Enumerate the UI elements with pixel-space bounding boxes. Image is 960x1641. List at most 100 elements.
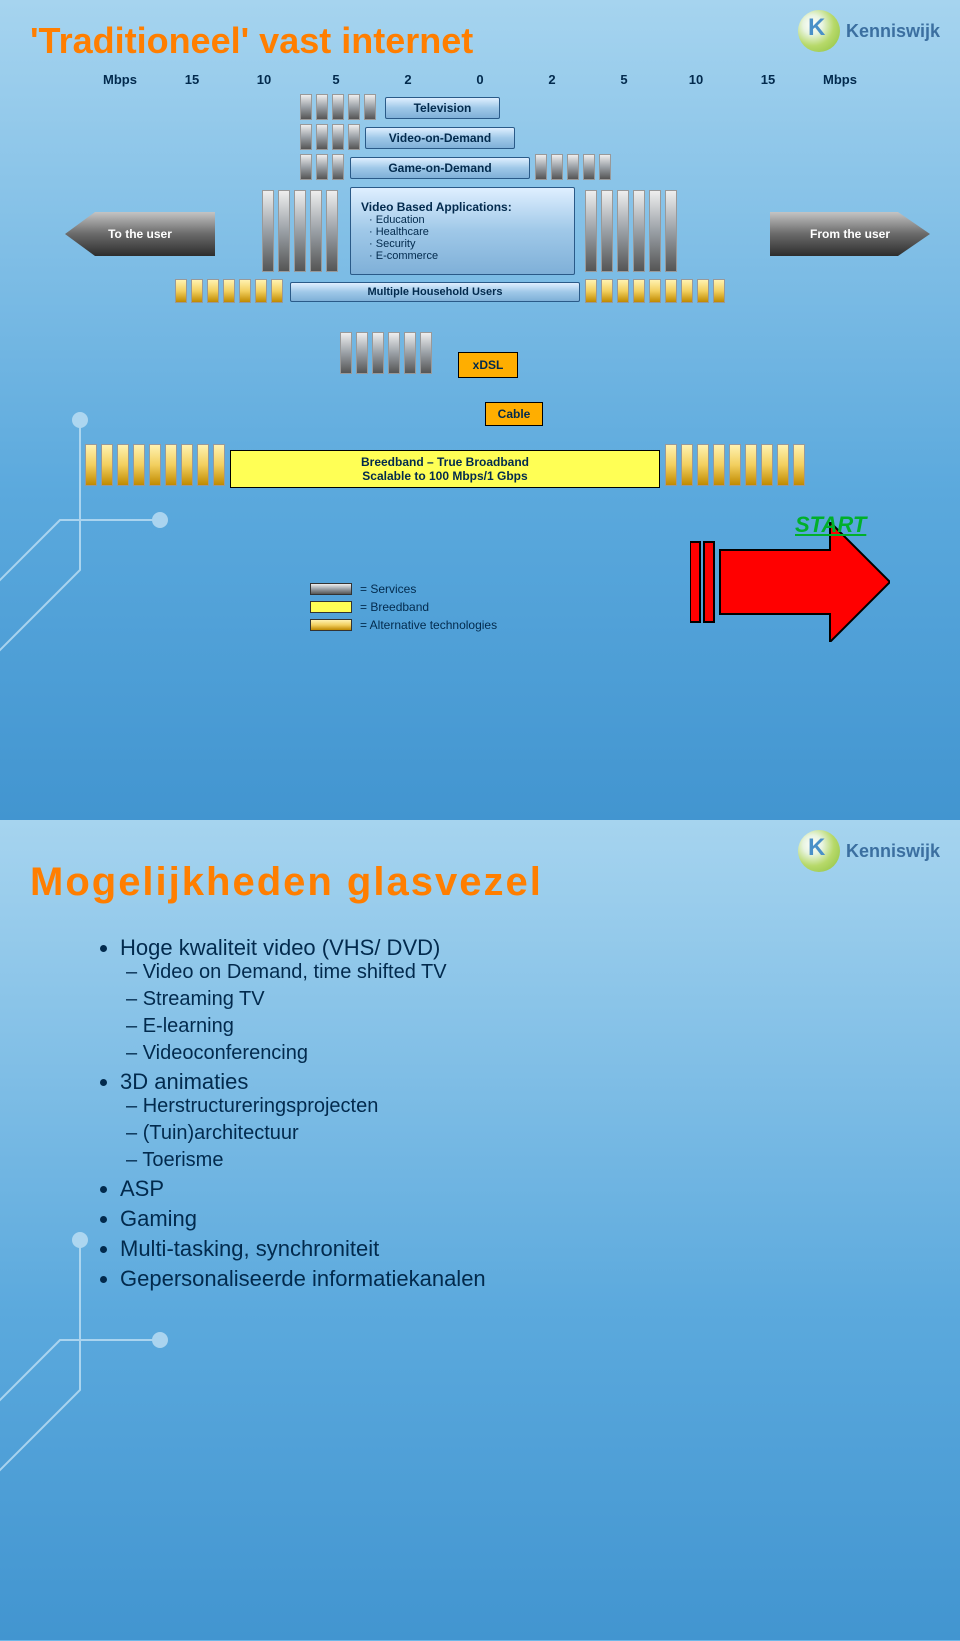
s2-item-label: Multi-tasking, synchroniteit <box>120 1236 379 1261</box>
bar-group <box>300 154 344 180</box>
bar <box>326 190 338 272</box>
slide2-title: Mogelijkheden glasvezel <box>30 860 930 905</box>
label-xdsl: xDSL <box>473 358 504 372</box>
legend-alt-label: = Alternative technologies <box>360 618 497 632</box>
bar <box>133 444 145 486</box>
bar <box>255 279 267 303</box>
bar <box>372 332 384 374</box>
bar <box>420 332 432 374</box>
bar <box>332 154 344 180</box>
slide-traditioneel: Kenniswijk 'Traditioneel' vast internet … <box>0 0 960 820</box>
bar <box>745 444 757 486</box>
label-vod: Video-on-Demand <box>376 131 504 145</box>
legend-breedband-label: = Breedband <box>360 600 429 614</box>
bar <box>729 444 741 486</box>
axis-label: 15 <box>175 72 209 87</box>
bar <box>665 444 677 486</box>
bar-group <box>585 279 725 303</box>
bar <box>761 444 773 486</box>
bar <box>681 279 693 303</box>
s2-sublist: Video on Demand, time shifted TVStreamin… <box>126 961 930 1065</box>
vba-item: E-commerce <box>369 250 564 262</box>
bar <box>348 94 360 120</box>
axis-label: 5 <box>607 72 641 87</box>
axis-label: 0 <box>463 72 497 87</box>
bar <box>535 154 547 180</box>
legend-breedband: = Breedband <box>310 600 497 614</box>
start-label: START <box>795 512 866 538</box>
block-breedband: Breedband – True Broadband Scalable to 1… <box>230 450 660 488</box>
bar <box>567 154 579 180</box>
bar <box>649 190 661 272</box>
s2-subitem: Herstructureringsprojecten <box>126 1095 930 1118</box>
bar <box>316 124 328 150</box>
block-cable: Cable <box>485 402 543 426</box>
bar <box>356 332 368 374</box>
bar-group <box>300 94 376 120</box>
swatch-breedband <box>310 601 352 613</box>
bar-group <box>85 444 225 486</box>
bar <box>101 444 113 486</box>
block-god: Game-on-Demand <box>350 157 530 179</box>
bar <box>165 444 177 486</box>
bar <box>348 124 360 150</box>
s2-subitem: Videoconferencing <box>126 1042 930 1065</box>
s2-sublist: Herstructureringsprojecten (Tuin)architec… <box>126 1095 930 1172</box>
bar <box>388 332 400 374</box>
bar <box>551 154 563 180</box>
bar <box>404 332 416 374</box>
bar <box>585 190 597 272</box>
block-vod: Video-on-Demand <box>365 127 515 149</box>
bar <box>213 444 225 486</box>
bar <box>197 444 209 486</box>
vba-item: Security <box>369 238 564 250</box>
bar <box>665 190 677 272</box>
bar <box>665 279 677 303</box>
s2-item-label: Hoge kwaliteit video (VHS/ DVD) <box>120 935 440 960</box>
bar <box>300 94 312 120</box>
bar <box>681 444 693 486</box>
bar <box>239 279 251 303</box>
bar <box>181 444 193 486</box>
slide-glasvezel: Kenniswijk Mogelijkheden glasvezel Hoge … <box>0 820 960 1640</box>
label-household: Multiple Household Users <box>301 286 569 298</box>
bar-group <box>535 154 611 180</box>
bar <box>294 190 306 272</box>
vba-list: EducationHealthcareSecurityE-commerce <box>369 214 564 262</box>
bar <box>340 332 352 374</box>
bar <box>364 94 376 120</box>
bar <box>223 279 235 303</box>
bar <box>149 444 161 486</box>
legend-alt: = Alternative technologies <box>310 618 497 632</box>
swatch-alt <box>310 619 352 631</box>
label-television: Television <box>396 101 489 115</box>
s2-item-label: 3D animaties <box>120 1069 248 1094</box>
s2-item-label: Gaming <box>120 1206 197 1231</box>
bar <box>585 279 597 303</box>
s2-item: Hoge kwaliteit video (VHS/ DVD)Video on … <box>120 935 930 1065</box>
bar <box>316 154 328 180</box>
bar-group <box>262 190 338 272</box>
bar <box>271 279 283 303</box>
bar <box>713 279 725 303</box>
breed-line2: Scalable to 100 Mbps/1 Gbps <box>231 469 659 483</box>
arrow-from-user: From the user <box>770 212 930 256</box>
label-god: Game-on-Demand <box>361 161 519 175</box>
legend-services: = Services <box>310 582 497 596</box>
bar <box>332 94 344 120</box>
red-arrow-icon <box>690 522 890 642</box>
axis-label: 2 <box>391 72 425 87</box>
s2-subitem: E-learning <box>126 1015 930 1038</box>
s2-subitem: Video on Demand, time shifted TV <box>126 961 930 984</box>
bar <box>601 279 613 303</box>
s2-item-label: Gepersonaliseerde informatiekanalen <box>120 1266 486 1291</box>
bar <box>777 444 789 486</box>
s2-item: Gaming <box>120 1206 930 1232</box>
arrow-from-user-label: From the user <box>810 227 890 241</box>
bar <box>316 94 328 120</box>
axis-label: Mbps <box>823 72 857 87</box>
bar <box>617 279 629 303</box>
bar-group <box>340 332 432 374</box>
s2-subitem: (Tuin)architectuur <box>126 1122 930 1145</box>
bar <box>583 154 595 180</box>
